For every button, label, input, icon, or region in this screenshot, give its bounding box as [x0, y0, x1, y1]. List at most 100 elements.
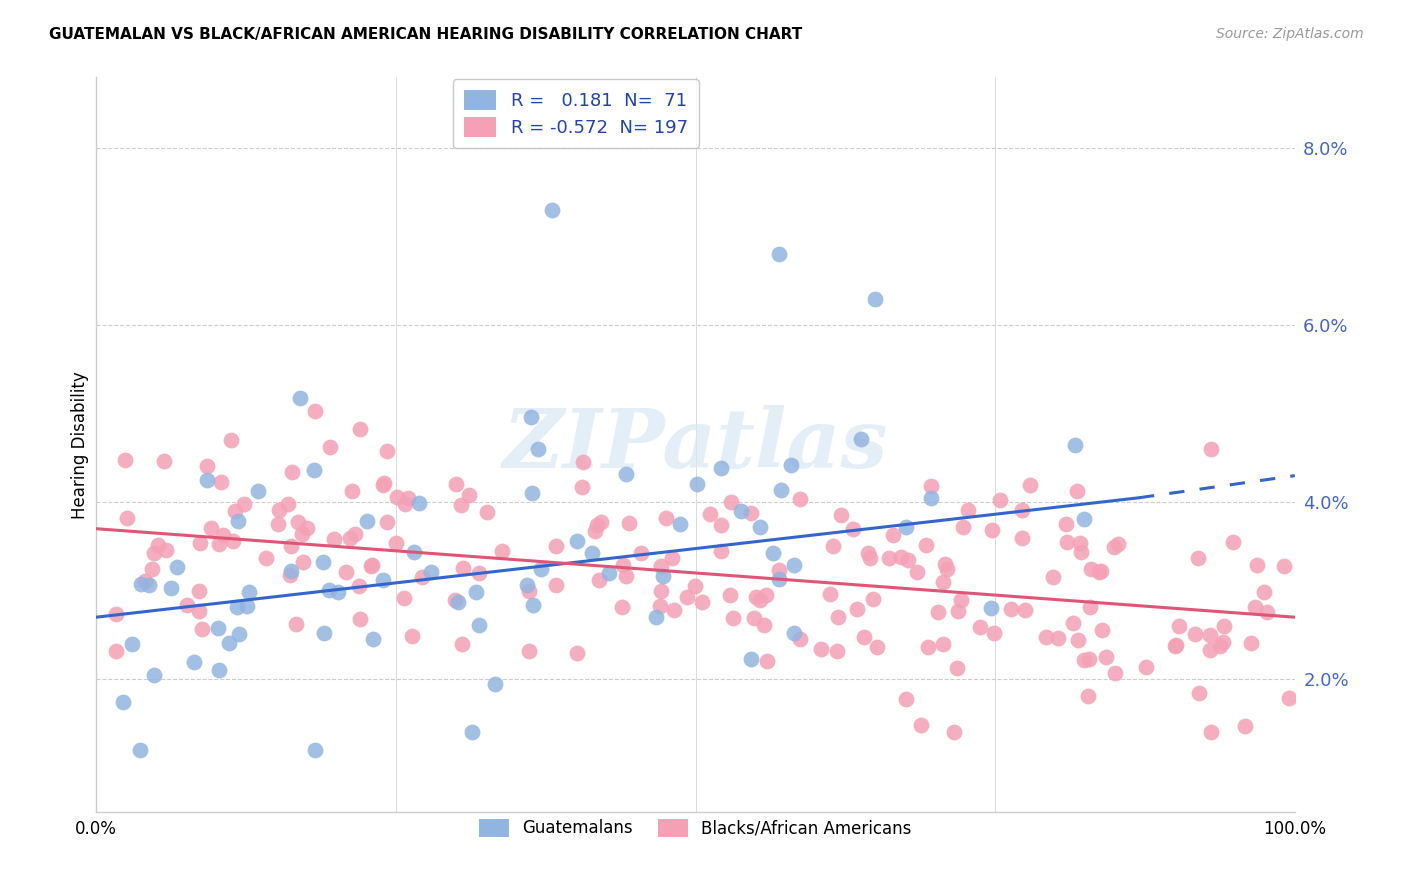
Point [527, 442, 550, 456]
Point [980, 600, 1002, 615]
Point [710, 461, 733, 475]
Point [1167, 619, 1189, 633]
Point [115, 511, 138, 525]
Point [517, 584, 540, 599]
Point [491, 543, 513, 558]
Point [114, 453, 136, 467]
Point [396, 491, 419, 505]
Point [783, 558, 806, 572]
Point [280, 465, 302, 479]
Point [280, 564, 302, 578]
Point [328, 584, 350, 599]
Point [614, 467, 637, 482]
Point [1088, 565, 1111, 579]
Point [176, 598, 198, 612]
Point [789, 632, 811, 647]
Point [295, 521, 318, 535]
Point [349, 422, 371, 436]
Point [645, 610, 668, 624]
Point [209, 475, 232, 489]
Point [755, 588, 778, 602]
Point [768, 572, 790, 586]
Point [540, 203, 562, 218]
Point [146, 538, 169, 552]
Point [820, 587, 842, 601]
Point [745, 590, 768, 604]
Point [915, 538, 938, 552]
Point [988, 493, 1011, 508]
Point [1056, 535, 1078, 549]
Point [349, 579, 371, 593]
Point [450, 498, 472, 512]
Point [1243, 600, 1265, 615]
Point [349, 612, 371, 626]
Point [375, 515, 398, 529]
Point [226, 514, 249, 528]
Point [740, 651, 762, 665]
Point [567, 646, 589, 660]
Point [571, 455, 593, 469]
Point [277, 497, 299, 511]
Point [583, 524, 606, 539]
Point [1014, 603, 1036, 617]
Point [129, 743, 152, 757]
Point [401, 629, 423, 643]
Point [842, 522, 865, 536]
Point [544, 578, 567, 592]
Point [392, 591, 415, 605]
Point [669, 517, 692, 532]
Point [304, 743, 326, 757]
Point [517, 644, 540, 658]
Point [280, 539, 302, 553]
Point [931, 574, 953, 589]
Point [943, 724, 966, 739]
Point [287, 515, 309, 529]
Point [849, 432, 872, 446]
Point [858, 551, 880, 566]
Point [1209, 639, 1232, 653]
Point [188, 584, 211, 599]
Point [166, 560, 188, 574]
Point [1107, 537, 1129, 551]
Point [292, 555, 315, 569]
Point [730, 504, 752, 518]
Point [129, 576, 152, 591]
Point [121, 637, 143, 651]
Point [212, 528, 235, 542]
Point [752, 617, 775, 632]
Point [1233, 719, 1256, 733]
Point [516, 578, 538, 592]
Point [945, 661, 967, 675]
Legend: Guatemalans, Blacks/African Americans: Guatemalans, Blacks/African Americans [472, 812, 918, 844]
Point [484, 677, 506, 691]
Point [1253, 584, 1275, 599]
Point [468, 566, 491, 581]
Point [1078, 600, 1101, 615]
Point [343, 527, 366, 541]
Point [882, 528, 904, 542]
Point [1018, 478, 1040, 492]
Point [956, 503, 979, 517]
Point [662, 603, 685, 617]
Point [721, 611, 744, 625]
Point [111, 695, 134, 709]
Point [676, 590, 699, 604]
Point [1102, 540, 1125, 554]
Point [821, 539, 844, 553]
Point [457, 487, 479, 501]
Point [339, 531, 361, 545]
Point [1077, 689, 1099, 703]
Point [742, 611, 765, 625]
Point [1198, 643, 1220, 657]
Text: Source: ZipAtlas.com: Source: ZipAtlas.com [1216, 27, 1364, 41]
Point [865, 292, 887, 306]
Point [207, 663, 229, 677]
Point [200, 520, 222, 534]
Point [936, 561, 959, 575]
Point [318, 583, 340, 598]
Point [585, 518, 607, 533]
Point [224, 504, 246, 518]
Point [983, 626, 1005, 640]
Point [267, 503, 290, 517]
Point [142, 546, 165, 560]
